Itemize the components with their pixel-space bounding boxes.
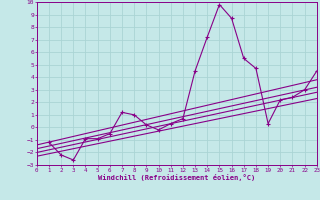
X-axis label: Windchill (Refroidissement éolien,°C): Windchill (Refroidissement éolien,°C) <box>98 174 255 181</box>
